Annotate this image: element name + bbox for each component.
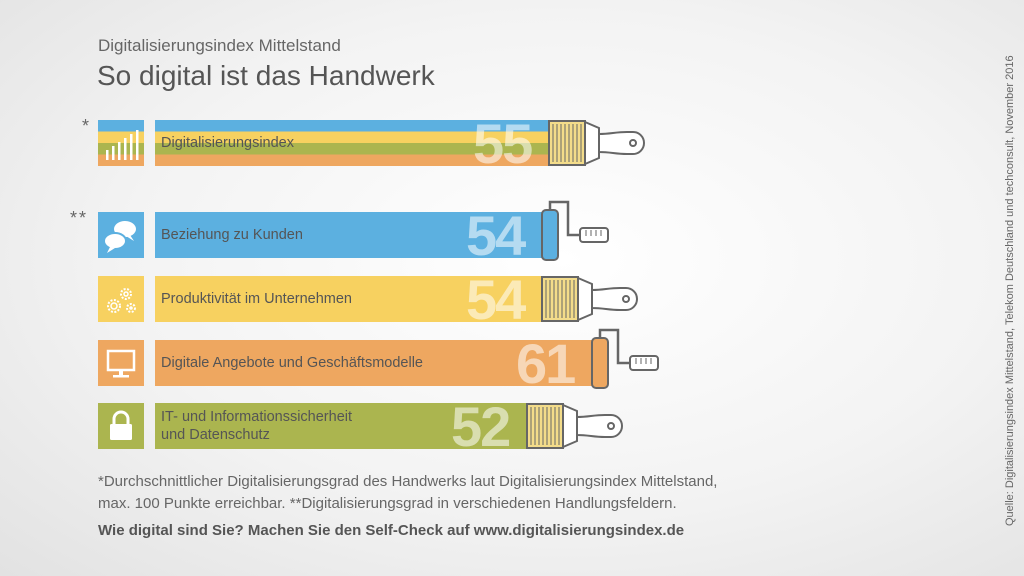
roller-frame — [548, 200, 580, 237]
bar — [155, 276, 544, 322]
brush-collar — [562, 403, 578, 449]
bar-category-label: Produktivität im Unternehmen — [161, 290, 352, 308]
bar — [155, 212, 544, 258]
bar-row — [98, 328, 659, 389]
subtitle: Digitalisierungsindex Mittelstand — [98, 36, 341, 55]
bar-value-label: 61 — [516, 332, 576, 395]
bar-stripe — [155, 120, 551, 132]
icon-stripe — [98, 120, 144, 132]
bar — [155, 340, 594, 386]
brush-collar — [577, 276, 593, 322]
brush-bristles — [541, 276, 579, 322]
bar-row — [98, 120, 645, 166]
source-note: Quelle: Digitalisierungsindex Mittelstan… — [1004, 55, 1016, 526]
page-title: So digital ist das Handwerk — [97, 60, 435, 91]
bar-category-label-line: Digitale Angebote und Geschäftsmodelle — [161, 355, 423, 371]
brush-bristles — [526, 403, 564, 449]
bar-row — [98, 200, 609, 261]
bar-category-label-line: Digitalisierungsindex — [161, 135, 294, 151]
bar-category-label-line: Produktivität im Unternehmen — [161, 291, 352, 307]
icon-background — [98, 340, 144, 386]
self-check-link[interactable]: Wie digital sind Sie? Machen Sie den Sel… — [98, 522, 685, 539]
brush-collar — [584, 120, 600, 166]
icon-stripe — [98, 154, 144, 166]
icon-stripe — [98, 143, 144, 155]
footnote-line-2: max. 100 Punkte erreichbar. **Digitalisi… — [98, 495, 677, 512]
bar-value-label: 52 — [451, 395, 511, 458]
bar-value-label: 54 — [466, 204, 526, 267]
icon-stripe — [98, 131, 144, 143]
bar-category-label-line: und Datenschutz — [161, 427, 270, 443]
bar-category-label: Digitalisierungsindex — [161, 134, 294, 152]
marker-single: * — [82, 116, 92, 136]
bar-row — [98, 276, 638, 322]
marker-double: ** — [70, 208, 89, 228]
brush-handle — [591, 287, 638, 311]
roller-frame — [598, 328, 630, 365]
roller-handle — [579, 227, 609, 243]
bar-category-label: Digitale Angebote und Geschäftsmodelle — [161, 354, 423, 372]
source-note-container: Quelle: Digitalisierungsindex Mittelstan… — [1002, 55, 1016, 530]
bar-chart — [98, 120, 659, 449]
bar-stripe — [155, 131, 551, 143]
bar-row — [98, 403, 623, 449]
brush-bristles — [548, 120, 586, 166]
roller-cylinder — [591, 337, 609, 389]
bar-category-label: Beziehung zu Kunden — [161, 226, 303, 244]
bar-value-label: 54 — [466, 268, 526, 331]
bar-stripe — [155, 143, 551, 155]
bar-category-label-line: Beziehung zu Kunden — [161, 227, 303, 243]
bar-category-label: IT- und Informationssicherheit und Datens… — [161, 408, 352, 444]
roller-cylinder — [541, 209, 559, 261]
brush-handle — [598, 131, 645, 155]
footnote-line-1: *Durchschnittlicher Digitalisierungsgrad… — [98, 473, 718, 490]
footnote: *Durchschnittlicher Digitalisierungsgrad… — [98, 471, 738, 515]
bar — [155, 403, 529, 449]
bar-value-label: 55 — [473, 112, 533, 175]
bar-category-label-line: IT- und Informationssicherheit — [161, 409, 353, 425]
roller-handle — [629, 355, 659, 371]
brush-handle — [576, 414, 623, 438]
bar-stripe — [155, 154, 551, 166]
gears-icon — [98, 276, 144, 322]
